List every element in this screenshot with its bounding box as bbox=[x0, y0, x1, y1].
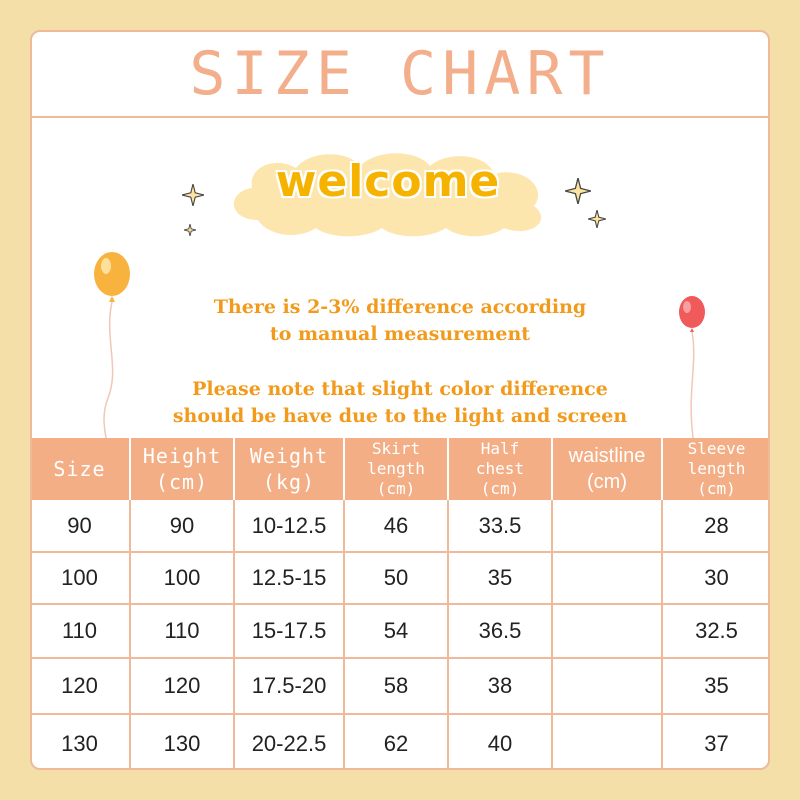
cell-height: 120 bbox=[130, 658, 235, 715]
header-skirt-length: Skirt length (cm) bbox=[344, 438, 449, 500]
cell-waistline bbox=[552, 604, 663, 659]
sparkle-icon bbox=[588, 210, 606, 228]
cell-weight: 17.5-20 bbox=[234, 658, 345, 715]
sparkle-icon bbox=[182, 184, 204, 206]
cell-skirt-length: 54 bbox=[344, 604, 449, 659]
note-line: should be have due to the light and scre… bbox=[172, 405, 628, 427]
cell-size: 120 bbox=[32, 658, 131, 715]
size-chart-card: SIZE CHART welcome bbox=[30, 30, 770, 770]
cell-height: 100 bbox=[130, 552, 235, 605]
header-height: Height (cm) bbox=[130, 438, 235, 500]
note-line: There is 2-3% difference according bbox=[213, 296, 587, 318]
cell-half-chest: 38 bbox=[448, 658, 553, 715]
header-unit: (cm) bbox=[480, 479, 520, 498]
cell-sleeve-length: 35 bbox=[662, 658, 768, 715]
header-label: Height bbox=[142, 444, 222, 468]
cell-skirt-length: 50 bbox=[344, 552, 449, 605]
cell-waistline bbox=[552, 552, 663, 605]
welcome-banner: welcome There is 2-3% difference bbox=[32, 118, 768, 444]
note-line: Please note that slight color difference bbox=[192, 378, 608, 400]
cell-sleeve-length: 30 bbox=[662, 552, 768, 605]
cell-waistline bbox=[552, 714, 663, 768]
balloon-icon bbox=[94, 252, 130, 438]
cell-waistline bbox=[552, 658, 663, 715]
cell-weight: 12.5-15 bbox=[234, 552, 345, 605]
header-label: chest bbox=[475, 459, 525, 478]
size-table: Size Height (cm) Weight (kg) Skirt lengt… bbox=[32, 438, 768, 768]
header-unit: (cm) bbox=[376, 479, 416, 498]
header-unit: (kg) bbox=[262, 470, 316, 494]
cloud-shape bbox=[233, 153, 542, 237]
header-weight: Weight (kg) bbox=[234, 438, 345, 500]
header-label: waistline bbox=[568, 445, 646, 467]
cell-half-chest: 40 bbox=[448, 714, 553, 768]
cell-sleeve-length: 37 bbox=[704, 730, 729, 756]
header-half-chest: Half chest (cm) bbox=[448, 438, 553, 500]
cell-sleeve-length: 28 bbox=[662, 500, 768, 553]
sparkle-icon bbox=[565, 178, 591, 204]
note-line: to manual measurement bbox=[269, 323, 531, 345]
cell-half-chest: 33.5 bbox=[448, 500, 553, 553]
header-waistline: waistline (cm) bbox=[552, 438, 663, 500]
header-label: Size bbox=[53, 457, 106, 481]
cell-height: 130 bbox=[130, 714, 235, 768]
table-row: 110 110 15-17.5 54 36.5 32.5 bbox=[32, 604, 768, 659]
table-header-row: Size Height (cm) Weight (kg) Skirt lengt… bbox=[32, 438, 768, 500]
cell-skirt-length: 58 bbox=[344, 658, 449, 715]
header-unit: (cm) bbox=[155, 470, 209, 494]
header-unit: (cm) bbox=[697, 479, 736, 498]
title-bar: SIZE CHART bbox=[32, 32, 768, 118]
cell-skirt-length: 46 bbox=[344, 500, 449, 553]
balloon-icon bbox=[679, 296, 705, 444]
header-label: length bbox=[367, 459, 425, 478]
header-size: Size bbox=[32, 438, 131, 500]
cell-height: 90 bbox=[130, 500, 235, 553]
color-note: Please note that slight color difference… bbox=[32, 376, 768, 430]
cell-size: 100 bbox=[32, 552, 131, 605]
table-row: 100 100 12.5-15 50 35 30 bbox=[32, 552, 768, 605]
cell-size: 110 bbox=[32, 604, 131, 659]
header-label: Sleeve bbox=[687, 439, 746, 458]
cell-size: 90 bbox=[32, 500, 131, 553]
cell-half-chest: 35 bbox=[448, 552, 553, 605]
cell-weight: 10-12.5 bbox=[234, 500, 345, 553]
cell-weight: 20-22.5 bbox=[234, 714, 345, 768]
cell-sleeve-length: 32.5 bbox=[662, 604, 768, 659]
welcome-heading: welcome bbox=[275, 156, 501, 207]
sparkle-icon bbox=[184, 224, 196, 236]
table-row: 130 130 20-22.5 62 40 37 bbox=[32, 714, 768, 768]
cell-waistline bbox=[552, 500, 663, 553]
cell-weight: 15-17.5 bbox=[234, 604, 345, 659]
header-label: length bbox=[687, 459, 746, 478]
cell-size: 130 bbox=[32, 714, 131, 768]
cell-half-chest: 36.5 bbox=[448, 604, 553, 659]
table-row: 90 90 10-12.5 46 33.5 28 bbox=[32, 500, 768, 553]
cell-skirt-length: 62 bbox=[344, 714, 449, 768]
page-title: SIZE CHART bbox=[189, 39, 611, 109]
cell-height: 110 bbox=[130, 604, 235, 659]
header-sleeve-length: Sleeve length (cm) bbox=[662, 438, 768, 500]
table-row: 120 120 17.5-20 58 38 35 bbox=[32, 658, 768, 715]
header-unit: (cm) bbox=[587, 471, 627, 493]
header-label: Weight bbox=[249, 444, 329, 468]
measurement-note: There is 2-3% difference according to ma… bbox=[32, 294, 768, 348]
header-label: Skirt bbox=[371, 439, 421, 458]
header-label: Half bbox=[480, 439, 520, 458]
